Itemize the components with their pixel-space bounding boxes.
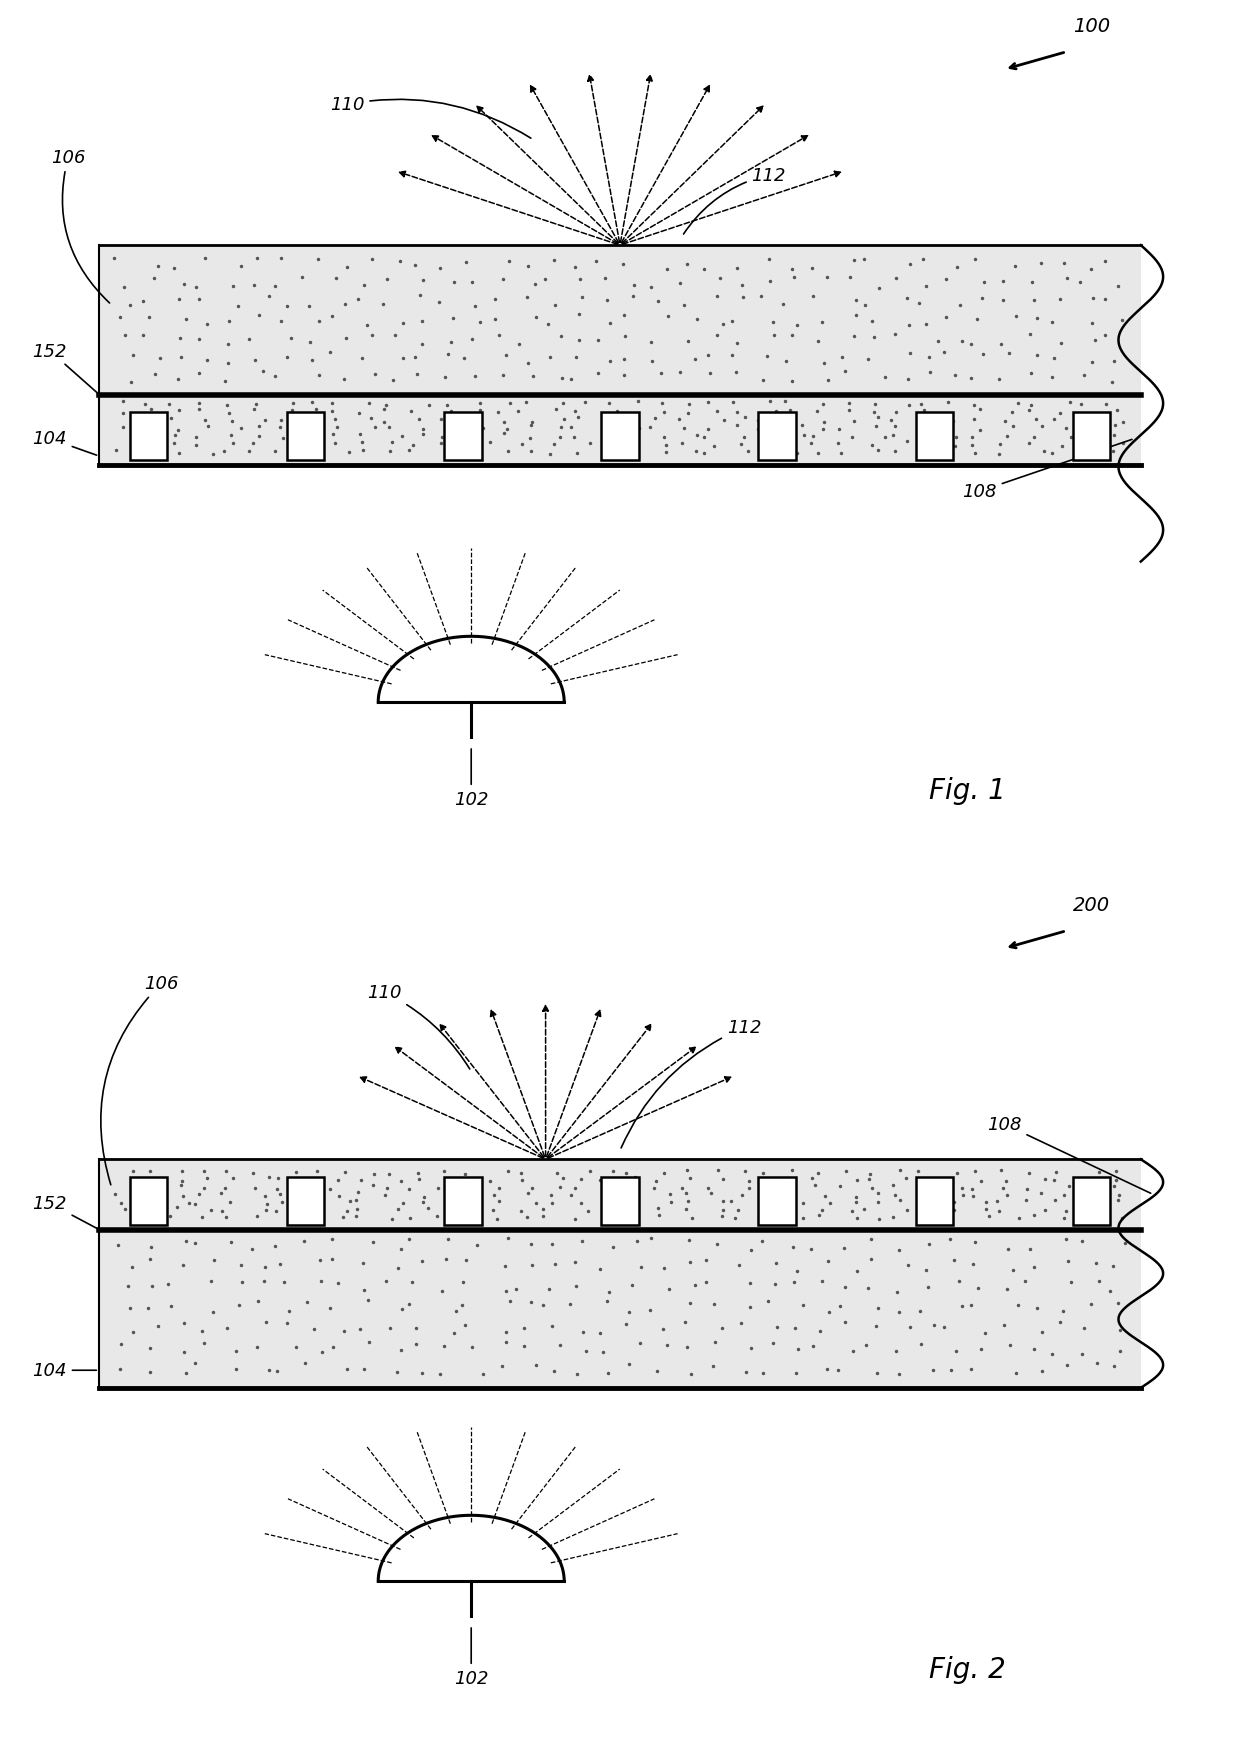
Bar <box>99 246 1141 395</box>
Text: 152: 152 <box>32 1195 97 1228</box>
Bar <box>601 413 639 460</box>
Text: 108: 108 <box>987 1116 1151 1193</box>
Text: 100: 100 <box>1073 18 1110 35</box>
Text: 102: 102 <box>454 1629 489 1687</box>
Text: 102: 102 <box>454 750 489 808</box>
Text: Fig. 2: Fig. 2 <box>929 1655 1006 1683</box>
Bar <box>99 395 1141 466</box>
Bar <box>759 413 796 460</box>
Bar <box>130 413 167 460</box>
Text: 104: 104 <box>32 1362 97 1379</box>
Text: 110: 110 <box>330 97 531 139</box>
Text: 112: 112 <box>683 167 786 235</box>
Bar <box>288 413 325 460</box>
Text: 106: 106 <box>100 975 179 1184</box>
Bar <box>601 1177 639 1226</box>
Bar <box>1073 1177 1110 1226</box>
Bar <box>444 1177 481 1226</box>
Text: 106: 106 <box>51 149 109 304</box>
Bar <box>288 1177 325 1226</box>
Text: 152: 152 <box>32 343 97 394</box>
Bar <box>915 413 952 460</box>
Bar <box>99 1230 1141 1388</box>
Text: 110: 110 <box>367 984 470 1070</box>
Bar <box>444 413 481 460</box>
Text: 200: 200 <box>1073 896 1110 914</box>
Text: Fig. 1: Fig. 1 <box>929 777 1006 805</box>
Bar <box>1073 413 1110 460</box>
Bar <box>99 1160 1141 1230</box>
Bar <box>915 1177 952 1226</box>
Bar <box>759 1177 796 1226</box>
Text: 112: 112 <box>621 1019 761 1149</box>
Bar <box>130 1177 167 1226</box>
Text: 104: 104 <box>32 430 97 455</box>
Text: 108: 108 <box>962 441 1132 501</box>
